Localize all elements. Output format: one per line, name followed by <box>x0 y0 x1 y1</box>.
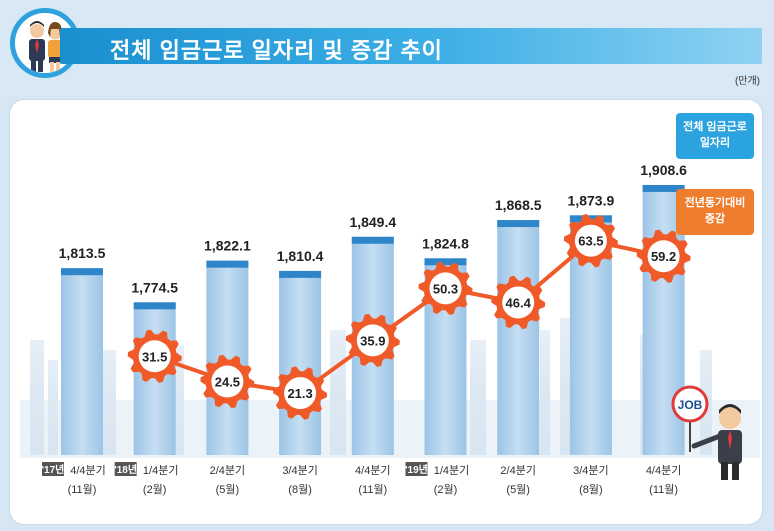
month-label-3: (8월) <box>288 483 312 496</box>
title-bar <box>60 28 762 64</box>
gear-center-7 <box>574 224 607 257</box>
year-badge-5 <box>405 462 428 476</box>
year-badge-0 <box>42 462 64 476</box>
bar-value-label-3: 1,810.4 <box>277 248 324 264</box>
yoy-value-label-4: 35.9 <box>360 333 385 348</box>
quarter-label-5: 1/4분기 <box>434 464 470 477</box>
year-label-5: '19년 <box>405 463 428 476</box>
month-label-4: (11월) <box>358 483 387 496</box>
legend-change-line1: 전년동기대비 <box>684 197 746 209</box>
bar-cap-4 <box>351 236 394 244</box>
bar-cap-2 <box>206 260 249 268</box>
unit-label: (만개) <box>734 76 760 87</box>
job-mascot-icon: JOB <box>671 385 742 480</box>
month-label-6: (5월) <box>506 483 530 496</box>
bar-value-label-8: 1,908.6 <box>640 162 687 178</box>
bar-value-label-6: 1,868.5 <box>495 197 542 213</box>
gear-center-1 <box>138 340 171 373</box>
bar-total-2 <box>206 260 249 455</box>
gear-center-4 <box>356 324 389 357</box>
legend-total-line2: 일자리 <box>699 137 731 149</box>
bar-value-label-0: 1,813.5 <box>59 245 106 261</box>
quarter-label-7: 3/4분기 <box>573 464 609 477</box>
bar-cap-6 <box>497 220 540 228</box>
bar-cap-0 <box>61 268 103 276</box>
bar-total-0 <box>61 268 103 455</box>
job-badge-text: JOB <box>678 398 703 412</box>
bar-cap-5 <box>424 258 467 266</box>
yoy-value-label-5: 50.3 <box>433 281 458 296</box>
gear-center-8 <box>647 240 680 273</box>
quarter-label-4: 4/4분기 <box>355 464 391 477</box>
bar-value-label-4: 1,849.4 <box>349 214 396 230</box>
bar-value-label-5: 1,824.8 <box>422 235 469 251</box>
quarter-label-3: 3/4분기 <box>282 464 318 477</box>
legend-total-line1: 전체 임금근로 <box>683 121 747 133</box>
month-label-1: (2월) <box>143 483 167 496</box>
yoy-value-label-2: 24.5 <box>215 375 240 390</box>
gear-center-6 <box>502 286 535 319</box>
quarter-label-2: 2/4분기 <box>210 464 246 477</box>
gear-center-5 <box>429 272 462 305</box>
bar-cap-8 <box>642 184 685 192</box>
bar-value-label-7: 1,873.9 <box>568 192 615 208</box>
year-label-1: '18년 <box>114 463 137 476</box>
bar-total-3 <box>279 270 322 455</box>
yoy-value-label-1: 31.5 <box>142 349 167 364</box>
gear-center-2 <box>211 365 244 398</box>
month-label-7: (8월) <box>579 483 603 496</box>
month-label-5: (2월) <box>434 483 458 496</box>
yoy-value-label-7: 63.5 <box>578 234 603 249</box>
yoy-value-label-8: 59.2 <box>651 249 676 264</box>
bar-cap-1 <box>133 302 176 310</box>
bar-value-label-2: 1,822.1 <box>204 238 251 254</box>
bar-total-6 <box>497 220 540 455</box>
bar-total-1 <box>133 302 176 455</box>
month-label-8: (11월) <box>649 483 678 496</box>
quarter-label-6: 2/4분기 <box>500 464 536 477</box>
quarter-label-0: 4/4분기 <box>70 464 106 477</box>
legend-change-line2: 증감 <box>704 213 726 225</box>
page-title: 전체 임금근로 일자리 및 증감 추이 <box>110 38 443 63</box>
legend-total-employment: 전체 임금근로 일자리 <box>676 113 754 159</box>
yoy-value-label-6: 46.4 <box>506 295 532 310</box>
bar-cap-3 <box>279 270 322 278</box>
quarter-label-1: 1/4분기 <box>143 464 179 477</box>
year-label-0: '17년 <box>42 463 65 476</box>
year-badge-1 <box>114 462 137 476</box>
bar-value-label-1: 1,774.5 <box>131 279 178 295</box>
month-label-0: (11월) <box>68 483 97 496</box>
legend-yoy-change: 전년동기대비 증감 <box>676 189 754 235</box>
gear-center-3 <box>284 377 317 410</box>
quarter-label-8: 4/4분기 <box>646 464 682 477</box>
month-label-2: (5월) <box>216 483 240 496</box>
yoy-value-label-3: 21.3 <box>287 386 312 401</box>
